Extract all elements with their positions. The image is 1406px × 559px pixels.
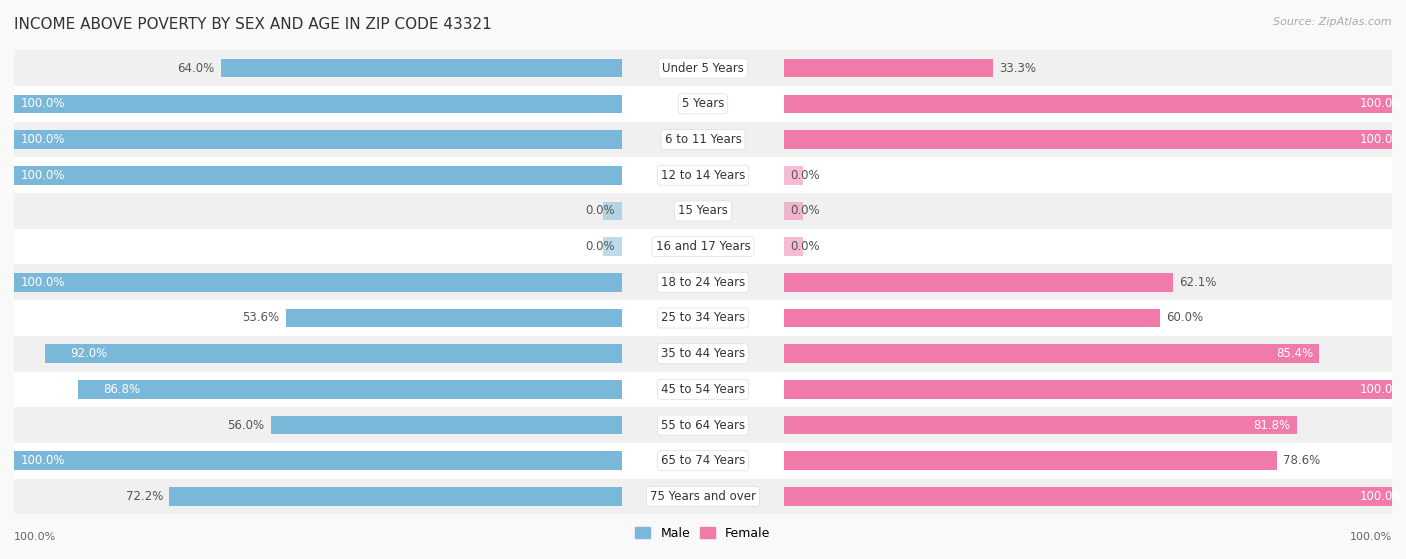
Bar: [785, 416, 1296, 434]
Text: 86.8%: 86.8%: [103, 383, 141, 396]
Text: 62.1%: 62.1%: [1180, 276, 1218, 289]
Text: 75 Years and over: 75 Years and over: [650, 490, 756, 503]
Text: 92.0%: 92.0%: [70, 347, 108, 360]
Text: 56.0%: 56.0%: [228, 419, 264, 432]
Text: 15 Years: 15 Years: [678, 205, 728, 217]
Text: 78.6%: 78.6%: [1282, 454, 1320, 467]
Text: 25 to 34 Years: 25 to 34 Years: [661, 311, 745, 324]
Bar: [14, 122, 1392, 158]
Bar: [785, 487, 1406, 506]
Text: 100.0%: 100.0%: [1360, 97, 1405, 110]
Bar: [785, 94, 1406, 113]
Text: 100.0%: 100.0%: [20, 169, 65, 182]
Text: 18 to 24 Years: 18 to 24 Years: [661, 276, 745, 289]
Text: Under 5 Years: Under 5 Years: [662, 61, 744, 75]
Text: 0.0%: 0.0%: [790, 205, 820, 217]
Legend: Male, Female: Male, Female: [630, 522, 776, 545]
Text: 60.0%: 60.0%: [1167, 311, 1204, 324]
Text: 85.4%: 85.4%: [1275, 347, 1313, 360]
Text: 45 to 54 Years: 45 to 54 Years: [661, 383, 745, 396]
Text: 35 to 44 Years: 35 to 44 Years: [661, 347, 745, 360]
Bar: [0, 94, 621, 113]
Text: 12 to 14 Years: 12 to 14 Years: [661, 169, 745, 182]
Bar: [785, 59, 993, 78]
Bar: [14, 86, 1392, 122]
Bar: [603, 202, 621, 220]
Text: 0.0%: 0.0%: [790, 169, 820, 182]
Bar: [785, 380, 1406, 399]
Bar: [77, 380, 621, 399]
Bar: [785, 452, 1277, 470]
Text: Source: ZipAtlas.com: Source: ZipAtlas.com: [1274, 17, 1392, 27]
Bar: [14, 300, 1392, 336]
Bar: [14, 336, 1392, 372]
Text: 64.0%: 64.0%: [177, 61, 215, 75]
Bar: [14, 443, 1392, 479]
Text: 16 and 17 Years: 16 and 17 Years: [655, 240, 751, 253]
Text: 100.0%: 100.0%: [20, 276, 65, 289]
Bar: [169, 487, 621, 506]
Text: 53.6%: 53.6%: [242, 311, 280, 324]
Text: 6 to 11 Years: 6 to 11 Years: [665, 133, 741, 146]
Bar: [785, 273, 1174, 292]
Bar: [0, 130, 621, 149]
Text: INCOME ABOVE POVERTY BY SEX AND AGE IN ZIP CODE 43321: INCOME ABOVE POVERTY BY SEX AND AGE IN Z…: [14, 17, 492, 32]
Text: 0.0%: 0.0%: [586, 205, 616, 217]
Bar: [14, 158, 1392, 193]
Bar: [0, 273, 621, 292]
Text: 55 to 64 Years: 55 to 64 Years: [661, 419, 745, 432]
Bar: [45, 344, 621, 363]
Text: 100.0%: 100.0%: [20, 454, 65, 467]
Text: 72.2%: 72.2%: [125, 490, 163, 503]
Bar: [271, 416, 621, 434]
Bar: [14, 50, 1392, 86]
Text: 65 to 74 Years: 65 to 74 Years: [661, 454, 745, 467]
Text: 0.0%: 0.0%: [586, 240, 616, 253]
Bar: [285, 309, 621, 327]
Bar: [785, 130, 1406, 149]
Text: 33.3%: 33.3%: [1000, 61, 1036, 75]
Text: 100.0%: 100.0%: [20, 97, 65, 110]
Bar: [14, 229, 1392, 264]
Text: 100.0%: 100.0%: [1360, 133, 1405, 146]
Text: 100.0%: 100.0%: [1350, 532, 1392, 542]
Text: 0.0%: 0.0%: [790, 240, 820, 253]
Bar: [785, 202, 803, 220]
Text: 100.0%: 100.0%: [14, 532, 56, 542]
Bar: [14, 193, 1392, 229]
Bar: [0, 166, 621, 184]
Bar: [785, 238, 803, 256]
Text: 100.0%: 100.0%: [20, 133, 65, 146]
Bar: [785, 166, 803, 184]
Bar: [14, 372, 1392, 407]
Bar: [603, 238, 621, 256]
Text: 5 Years: 5 Years: [682, 97, 724, 110]
Bar: [14, 479, 1392, 514]
Text: 100.0%: 100.0%: [1360, 383, 1405, 396]
Bar: [0, 452, 621, 470]
Bar: [14, 407, 1392, 443]
Bar: [14, 264, 1392, 300]
Bar: [785, 309, 1160, 327]
Bar: [785, 344, 1319, 363]
Bar: [221, 59, 621, 78]
Text: 100.0%: 100.0%: [1360, 490, 1405, 503]
Text: 81.8%: 81.8%: [1253, 419, 1291, 432]
